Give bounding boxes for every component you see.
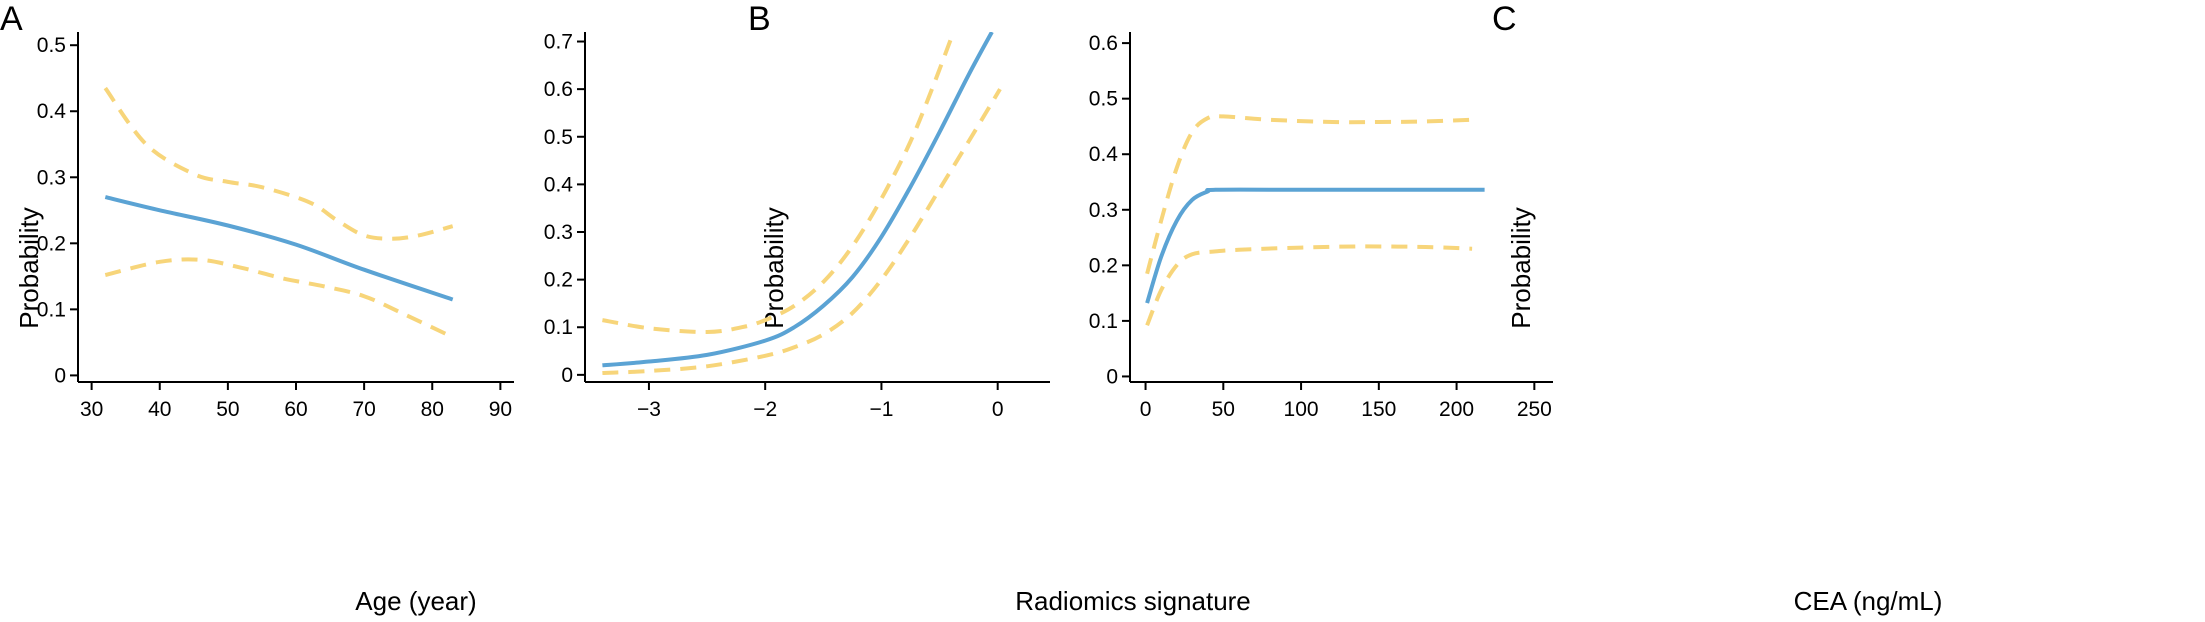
- x-axis-title: CEA (ng/mL): [1794, 586, 1943, 616]
- y-tick-label: 0.6: [1089, 32, 1118, 55]
- x-tick-label: −3: [637, 398, 661, 421]
- panel-c: C CEA (ng/mL) Probability 0 50 100 150 200 25…: [1089, 0, 1943, 616]
- y-tick-label: 0.3: [37, 166, 66, 189]
- y-axis-title: Probability: [1506, 207, 1536, 328]
- panel-a: A Age (year) Probability 30 40 50 60 70 80 90 0…: [0, 0, 514, 616]
- x-tick-label: −2: [753, 398, 777, 421]
- y-tick-label: 0.5: [37, 34, 66, 57]
- x-tick-label: 200: [1439, 398, 1474, 421]
- lower-ci-curve: [602, 88, 1002, 375]
- x-axis-title: Age (year): [355, 586, 476, 616]
- x-tick-label: 30: [80, 398, 103, 421]
- x-tick-label: 80: [421, 398, 444, 421]
- y-tick-label: 0: [54, 364, 66, 387]
- y-tick-label: 0.4: [1089, 143, 1119, 166]
- y-tick-label: 0.2: [37, 232, 66, 255]
- y-tick-label: 0: [561, 364, 573, 387]
- y-axis-title: Probability: [759, 207, 789, 328]
- upper-ci-curve: [103, 86, 454, 241]
- y-tick-label: 0.7: [544, 31, 573, 54]
- y-tick-label: 0.2: [544, 269, 573, 292]
- x-axis-title: Radiomics signature: [1015, 586, 1251, 616]
- x-tick-label: 40: [148, 398, 171, 421]
- fitted-curve: [1145, 187, 1485, 304]
- y-axis-title: Probability: [14, 207, 44, 328]
- panel-letter-b: B: [748, 0, 771, 38]
- y-tick-label: 0.4: [544, 173, 574, 196]
- panel-letter-c: C: [1492, 0, 1517, 38]
- y-tick-label: 0.2: [1089, 254, 1118, 277]
- lower-ci-curve: [1145, 244, 1473, 327]
- x-tick-label: 60: [284, 398, 307, 421]
- y-tick-label: 0: [1106, 365, 1118, 388]
- y-tick-label: 0.4: [37, 100, 67, 123]
- lower-ci-curve: [104, 257, 454, 339]
- y-tick-label: 0.5: [544, 126, 573, 149]
- x-tick-label: 90: [489, 398, 512, 421]
- x-tick-label: 50: [216, 398, 239, 421]
- upper-ci-curve: [1145, 114, 1473, 275]
- y-tick-label: 0.3: [544, 221, 573, 244]
- x-tick-label: 70: [352, 398, 375, 421]
- y-tick-label: 0.1: [1089, 310, 1118, 333]
- x-tick-label: −1: [869, 398, 893, 421]
- y-tick-label: 0.3: [1089, 199, 1118, 222]
- y-tick-label: 0.5: [1089, 88, 1118, 111]
- panel-b: B Radiomics signature Probability −3 −2 −1…: [544, 0, 1251, 616]
- panel-letter-a: A: [0, 0, 23, 38]
- x-tick-label: 150: [1361, 398, 1396, 421]
- fitted-curve: [104, 195, 454, 302]
- x-tick-label: 250: [1517, 398, 1552, 421]
- x-tick-label: 0: [992, 398, 1004, 421]
- y-tick-label: 0.1: [544, 316, 573, 339]
- x-tick-label: 50: [1212, 398, 1235, 421]
- upper-ci-curve: [602, 32, 956, 335]
- x-tick-label: 100: [1284, 398, 1319, 421]
- y-tick-label: 0.6: [544, 78, 573, 101]
- fitted-curve: [602, 32, 994, 368]
- y-tick-label: 0.1: [37, 298, 66, 321]
- x-tick-label: 0: [1140, 398, 1152, 421]
